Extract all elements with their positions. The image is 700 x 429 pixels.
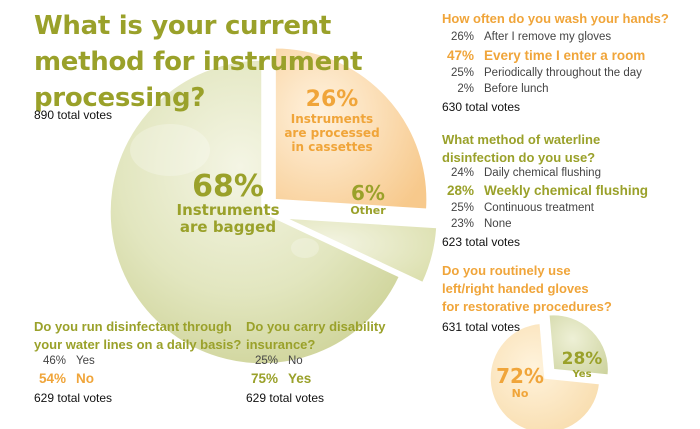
gloves-pie-slice-yes (547, 313, 610, 376)
waterline-total-votes: 623 total votes (442, 235, 521, 249)
disinfectant-pct-2: 54% (38, 371, 66, 386)
wash-hands-pct-3: 25% (450, 67, 474, 79)
disinfectant-row-1: 46% Yes (34, 355, 95, 367)
main-total-votes: 890 total votes (34, 108, 113, 122)
insurance-text-1: No (288, 355, 303, 367)
gloves-question-line-2: left/right handed gloves (442, 281, 589, 296)
gloves-pie-slices (489, 313, 610, 429)
pie-slice-bagged (109, 59, 401, 365)
wash-hands-text-4: Before lunch (484, 83, 549, 95)
disinfectant-pct-1: 46% (42, 355, 66, 367)
insurance-row-2: 75% Yes (246, 371, 311, 386)
waterline-question-line-1: What method of waterline (442, 132, 601, 147)
insurance-question: Do you carry disability insurance? (246, 318, 385, 354)
waterline-pct-1: 24% (450, 167, 474, 179)
disinfectant-text-1: Yes (76, 355, 95, 367)
disinfectant-row-2: 54% No (34, 371, 94, 386)
slice-text-cassettes-2: are processed (284, 126, 380, 140)
insurance-question-line-1: Do you carry disability (246, 319, 386, 334)
pie-slice-cassettes (274, 46, 428, 210)
wash-hands-text-2: Every time I enter a room (484, 48, 646, 63)
gloves-question: Do you routinely use left/right handed g… (442, 262, 612, 316)
waterline-row-3: 25% Continuous treatment (442, 202, 594, 214)
gloves-text-yes: Yes (572, 369, 592, 380)
slice-text-cassettes-1: Instruments (290, 112, 374, 126)
wash-hands-pct-2: 47% (446, 48, 474, 63)
disinfectant-text-2: No (76, 371, 94, 386)
gloves-pct-yes: 28% (561, 349, 603, 369)
waterline-pct-2: 28% (446, 183, 474, 198)
waterline-text-1: Daily chemical flushing (484, 167, 601, 179)
disinfectant-question-line-1: Do you run disinfectant through (34, 319, 232, 334)
gloves-text-no: No (511, 387, 529, 400)
waterline-row-2: 28% Weekly chemical flushing (442, 183, 648, 198)
main-question-title: What is your current method for instrume… (34, 11, 363, 113)
slice-text-bagged-1: Instruments (176, 201, 280, 219)
slice-label-other: 6% Other (340, 182, 396, 217)
slice-text-cassettes-3: in cassettes (291, 140, 373, 154)
insurance-pct-1: 25% (254, 355, 278, 367)
disinfectant-question: Do you run disinfectant through your wat… (34, 318, 241, 354)
waterline-text-4: None (484, 218, 512, 230)
wash-hands-text-3: Periodically throughout the day (484, 67, 642, 79)
wash-hands-pct-4: 2% (457, 83, 474, 95)
waterline-pct-3: 25% (450, 202, 474, 214)
slice-label-bagged: 68% Instruments are bagged (148, 172, 308, 236)
gloves-pct-no: 72% (496, 364, 544, 388)
insurance-total-votes: 629 total votes (246, 391, 325, 405)
main-pie-slices (109, 46, 438, 365)
slice-label-cassettes: 26% Instruments are processed in cassett… (272, 87, 392, 155)
gloves-pie-slice-no (489, 322, 601, 429)
waterline-question: What method of waterline disinfection do… (442, 131, 600, 167)
insurance-pct-2: 75% (250, 371, 278, 386)
wash-hands-row-2: 47% Every time I enter a room (442, 48, 645, 63)
pie-highlight-1 (130, 124, 210, 176)
gloves-slice-label-no: 72% No (492, 364, 548, 401)
waterline-question-line-2: disinfection do you use? (442, 150, 596, 165)
waterline-text-2: Weekly chemical flushing (484, 183, 649, 198)
wash-hands-row-3: 25% Periodically throughout the day (442, 67, 642, 79)
wash-hands-total-votes: 630 total votes (442, 100, 521, 114)
pie-slice-other (284, 217, 438, 284)
slice-text-bagged-2: are bagged (179, 218, 277, 236)
wash-hands-row-4: 2% Before lunch (442, 83, 549, 95)
slice-pct-other: 6% (351, 181, 385, 205)
insurance-row-1: 25% No (246, 355, 303, 367)
gloves-slice-label-yes: 28% Yes (556, 350, 608, 381)
disinfectant-question-line-2: your water lines on a daily basis? (34, 337, 242, 352)
wash-hands-row-1: 26% After I remove my gloves (442, 31, 611, 43)
wash-hands-pct-1: 26% (450, 31, 474, 43)
slice-pct-cassettes: 26% (305, 87, 359, 112)
insurance-text-2: Yes (288, 371, 312, 386)
gloves-question-line-3: for restorative procedures? (442, 299, 612, 314)
slice-text-other: Other (350, 204, 386, 217)
slice-pct-bagged: 68% (192, 169, 264, 204)
waterline-pct-4: 23% (450, 218, 474, 230)
gloves-total-votes: 631 total votes (442, 320, 521, 334)
insurance-question-line-2: insurance? (246, 337, 316, 352)
waterline-row-1: 24% Daily chemical flushing (442, 167, 601, 179)
pie-highlight-2 (291, 238, 319, 258)
wash-hands-question: How often do you wash your hands? (442, 11, 669, 26)
gloves-question-line-1: Do you routinely use (442, 263, 571, 278)
disinfectant-total-votes: 629 total votes (34, 391, 113, 405)
waterline-row-4: 23% None (442, 218, 512, 230)
waterline-text-3: Continuous treatment (484, 202, 594, 214)
wash-hands-text-1: After I remove my gloves (484, 31, 612, 43)
